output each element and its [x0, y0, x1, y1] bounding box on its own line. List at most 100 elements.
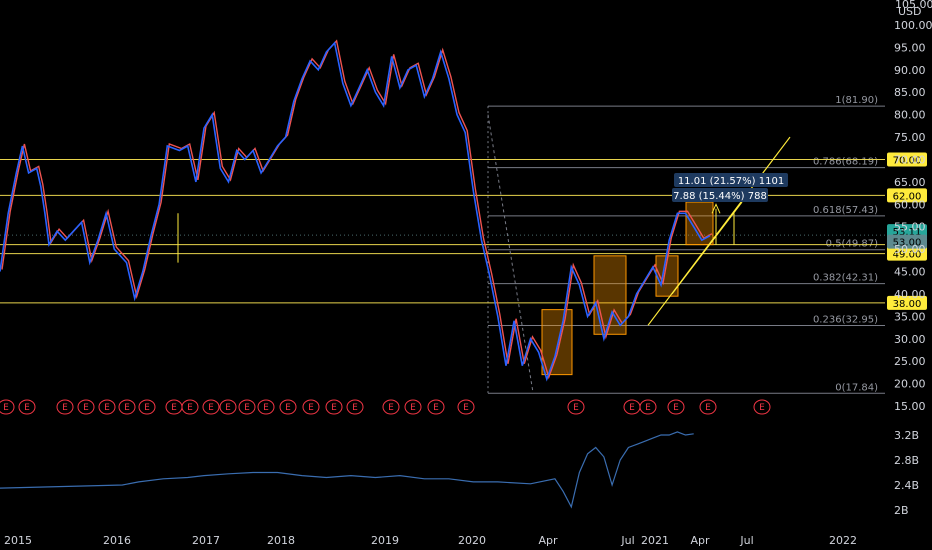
price-tick-label: 70.00 [894, 153, 926, 166]
channel-trendline [671, 201, 743, 295]
earnings-marker [567, 399, 585, 415]
decline-dashed-line [487, 114, 534, 393]
volume-tick-label: 2.8B [894, 454, 919, 467]
earnings-marker-label: E [331, 403, 337, 413]
price-tag-label: 53.00 [893, 238, 922, 249]
earnings-marker [77, 399, 95, 415]
time-tick-label: 2015 [4, 534, 32, 547]
volume-series [0, 431, 694, 509]
trendlines[interactable] [177, 114, 791, 393]
earnings-marker-label: E [673, 403, 679, 413]
fib-level-label: 0.618(57.43) [813, 205, 878, 216]
price-tick-label: 55.00 [894, 221, 926, 234]
earnings-marker-label: E [410, 403, 416, 413]
earnings-marker [18, 399, 36, 415]
price-tag [887, 234, 927, 249]
volume-tick-label: 2B [894, 504, 909, 517]
price-tick-label: 40.00 [894, 288, 926, 301]
earnings-marker-label: E [705, 403, 711, 413]
earnings-marker [325, 399, 343, 415]
level-tag [887, 295, 927, 310]
earnings-marker-label: E [104, 403, 110, 413]
earnings-marker-label: E [244, 403, 250, 413]
earnings-marker-label: E [759, 403, 765, 413]
time-tick-label: Jul [739, 534, 753, 547]
earnings-marker-label: E [629, 403, 635, 413]
earnings-marker-label: E [463, 403, 469, 413]
earnings-marker-label: E [3, 403, 9, 413]
price-tick-label: 80.00 [894, 109, 926, 122]
earnings-marker-label: E [62, 403, 68, 413]
fib-level-label: 0(17.84) [835, 382, 878, 393]
price-tick-label: 75.00 [894, 131, 926, 144]
price-tick-label: 25.00 [894, 355, 926, 368]
earnings-marker-label: E [285, 403, 291, 413]
pattern-box [541, 309, 573, 376]
earnings-marker [753, 399, 771, 415]
time-tick-label: Apr [690, 534, 710, 547]
earnings-marker [302, 399, 320, 415]
price-line [0, 41, 711, 382]
price-tick-label: 65.00 [894, 176, 926, 189]
volume-axis: 3.2B 2.8B 2.4B 2B [894, 429, 919, 517]
earnings-marker [427, 399, 445, 415]
earnings-marker-label: E [208, 403, 214, 413]
earnings-marker [257, 399, 275, 415]
level-tag [887, 246, 927, 261]
time-tick-label: 2018 [267, 534, 295, 547]
time-tick-label: 2022 [829, 534, 857, 547]
volume-tick-label: 3.2B [894, 429, 919, 442]
level-tag-label: 70.00 [893, 155, 922, 166]
price-tick-label: 85.00 [894, 86, 926, 99]
earnings-marker [202, 399, 220, 415]
earnings-marker-label: E [263, 403, 269, 413]
level-tag-label: 62.00 [893, 191, 922, 202]
fib-level-label: 0.236(32.95) [813, 315, 878, 326]
earnings-marker-label: E [187, 403, 193, 413]
earnings-marker [181, 399, 199, 415]
price-tick-label: 90.00 [894, 64, 926, 77]
measurement-labels: 11.01 (21.57%) 1101 7.88 (15.44%) 788 [672, 173, 788, 202]
measure-arrow-head [711, 203, 721, 214]
earnings-marker [639, 399, 657, 415]
earnings-marker [219, 399, 237, 415]
price-axis-top-label: 105.00 [895, 0, 932, 11]
earnings-marker-label: E [433, 403, 439, 413]
earnings-marker-label: E [83, 403, 89, 413]
fib-level-label: 1(81.90) [835, 95, 878, 106]
currency-label: USD [898, 5, 922, 18]
earnings-marker [238, 399, 256, 415]
rising-trendline [647, 136, 791, 326]
earnings-marker [382, 399, 400, 415]
earnings-marker [138, 399, 156, 415]
price-tick-label: 30.00 [894, 333, 926, 346]
earnings-marker-label: E [645, 403, 651, 413]
time-tick-label: 2017 [192, 534, 220, 547]
earnings-marker [98, 399, 116, 415]
time-tick-label: 2021 [641, 534, 669, 547]
price-tick-label: 95.00 [894, 41, 926, 54]
time-tick-label: Apr [538, 534, 558, 547]
volume-line [0, 431, 694, 509]
earnings-marker [346, 399, 364, 415]
time-axis[interactable]: 2015 2016 2017 2018 2019 2020 Apr Jul 2021 Apr Jul… [4, 534, 857, 547]
level-tag-label: 38.00 [893, 299, 922, 310]
price-tick-label: 100.00 [894, 19, 932, 32]
price-tag-label: 53.11 [893, 227, 922, 238]
earnings-marker [404, 399, 422, 415]
earnings-marker [457, 399, 475, 415]
time-tick-label: 2016 [103, 534, 131, 547]
price-tick-label: 20.00 [894, 378, 926, 391]
earnings-marker-label: E [171, 403, 177, 413]
time-tick-label: 2020 [458, 534, 486, 547]
time-tick-label: 2019 [371, 534, 399, 547]
price-tick-label: 15.00 [894, 400, 926, 413]
earnings-marker-label: E [388, 403, 394, 413]
earnings-marker-label: E [352, 403, 358, 413]
level-tag-label: 49.00 [893, 250, 922, 261]
